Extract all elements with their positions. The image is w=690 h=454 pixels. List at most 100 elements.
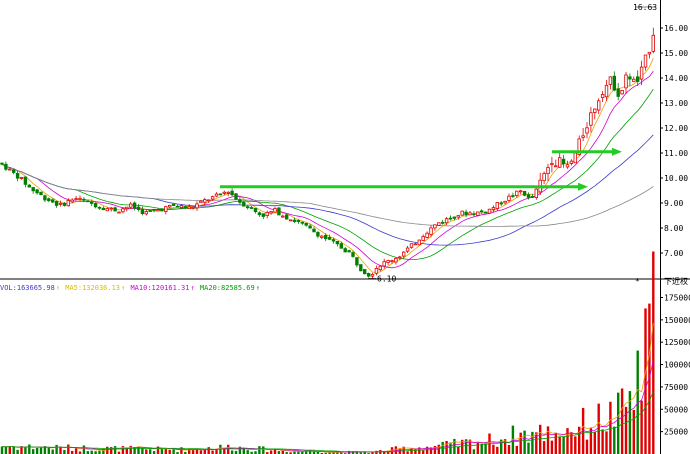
candle-body — [66, 200, 70, 207]
candle-body — [245, 206, 250, 209]
volume-bar — [129, 445, 132, 454]
volume-bar — [328, 452, 331, 454]
volume-bar — [285, 452, 288, 454]
volume-bar — [195, 449, 199, 454]
candle-body — [144, 211, 148, 215]
candle-body — [417, 239, 421, 246]
volume-bar — [336, 451, 339, 454]
volume-bar — [297, 451, 300, 454]
candle-body — [561, 158, 566, 165]
candle-body — [632, 78, 636, 82]
candle-body — [398, 256, 402, 259]
candle-body — [433, 224, 437, 229]
low-value-label: 6.10 — [377, 275, 396, 284]
candle-body — [437, 222, 441, 226]
candle-body — [125, 206, 129, 210]
volume-bar — [562, 436, 565, 454]
volume-bar — [16, 449, 19, 454]
candle-body — [156, 209, 160, 212]
candle-body — [97, 206, 102, 209]
volume-bar — [43, 446, 47, 454]
volume-bar — [620, 388, 624, 454]
volume-bar — [281, 450, 284, 454]
volume-bar — [156, 446, 160, 454]
volume-bar — [188, 448, 191, 454]
volume-tick-label: 125000 — [664, 338, 690, 347]
volume-bar — [414, 449, 417, 454]
volume-bar — [59, 446, 62, 454]
candle-body — [121, 208, 125, 213]
volume-bar — [418, 447, 421, 454]
candle-body — [624, 74, 628, 89]
candle-body — [464, 211, 468, 216]
candle-body — [47, 198, 51, 202]
candle-body — [522, 190, 527, 196]
candle-body — [105, 208, 109, 212]
volume-bar — [277, 451, 281, 454]
candle-body — [242, 201, 246, 207]
candle-body — [27, 184, 31, 188]
candle-body — [359, 264, 363, 272]
volume-bar — [145, 449, 148, 454]
candle-body — [312, 228, 316, 233]
volume-bar — [542, 441, 546, 454]
volume-bar — [4, 446, 8, 454]
vol-legend-ma5: MA5:132036.13 — [65, 284, 121, 292]
volume-bar — [246, 450, 249, 454]
volume-bar — [269, 450, 273, 454]
volume-bar — [324, 452, 327, 454]
candle-body — [140, 209, 145, 215]
volume-bar — [74, 448, 78, 454]
volume-bar — [363, 452, 366, 454]
volume-bar — [71, 450, 74, 454]
price-tick-label: 16.00 — [664, 24, 688, 33]
candle-body — [636, 76, 640, 82]
candle-body — [444, 218, 449, 224]
candle-body — [339, 243, 343, 249]
candle-body — [90, 201, 94, 204]
volume-bar — [636, 350, 639, 454]
volume-tick-label: 100000 — [664, 361, 690, 370]
candle-body — [600, 94, 605, 99]
volume-bar — [433, 446, 437, 454]
candle-body — [355, 257, 359, 266]
volume-bar — [468, 439, 472, 454]
volume-bar — [211, 450, 214, 454]
candle-body — [530, 196, 535, 198]
candle-body — [491, 207, 496, 210]
candle-body — [608, 76, 613, 85]
volume-bar — [164, 448, 167, 454]
trend-arrowhead — [612, 147, 622, 156]
volume-bar — [258, 446, 261, 454]
price-tick-label: 8.00 — [664, 224, 683, 233]
volume-bar — [457, 446, 460, 454]
candle-body — [4, 163, 8, 170]
volume-bar — [601, 429, 604, 454]
candle-body — [554, 165, 558, 168]
volume-bar — [476, 442, 479, 454]
volume-bar — [110, 447, 113, 454]
volume-bar — [472, 449, 476, 454]
candle-body — [347, 250, 351, 253]
volume-bar — [117, 451, 121, 454]
volume-bar — [168, 449, 171, 454]
volume-bar — [441, 441, 444, 454]
volume-bar — [203, 449, 206, 454]
candle-body — [409, 243, 414, 248]
volume-bar — [546, 426, 550, 454]
candle-body — [148, 210, 152, 212]
candle-body — [597, 100, 601, 111]
volume-bar — [589, 428, 593, 454]
candle-body — [43, 195, 47, 201]
volume-bar — [558, 436, 561, 454]
candle-body — [82, 198, 86, 201]
candle-body — [195, 203, 199, 209]
candle-body — [452, 216, 457, 219]
candle-body — [74, 198, 78, 200]
candle-body — [109, 207, 113, 210]
candle-body — [300, 221, 304, 224]
volume-bar — [152, 451, 156, 454]
volume-ma-line — [1, 322, 654, 453]
candle-body — [460, 210, 464, 216]
candle-body — [136, 206, 141, 210]
